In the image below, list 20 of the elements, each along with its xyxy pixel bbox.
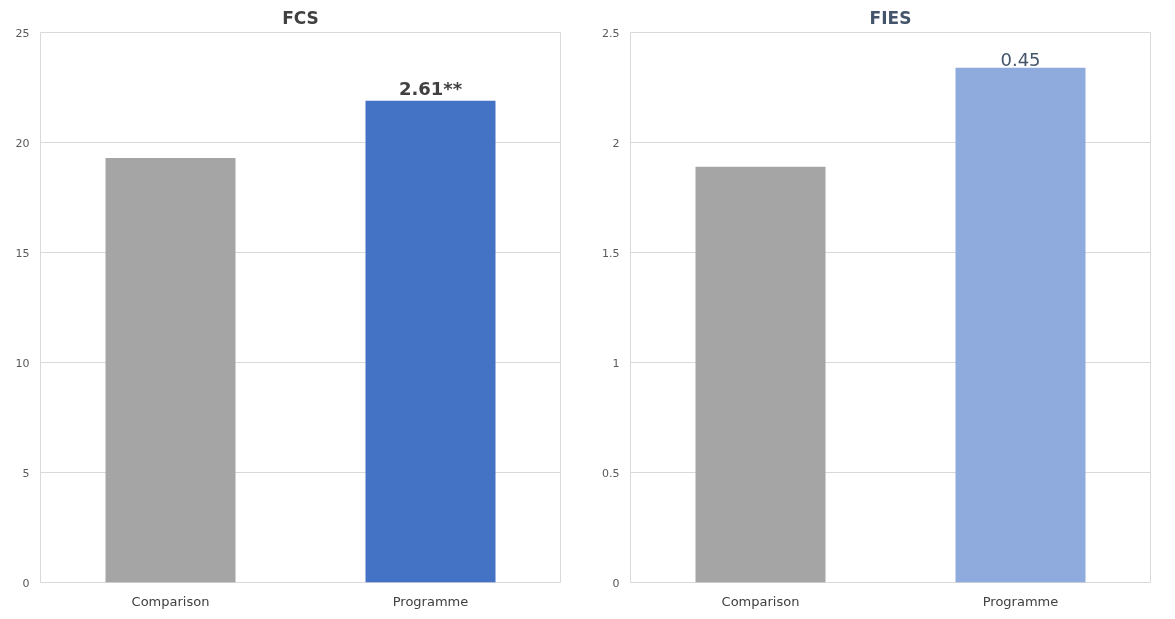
y-tick-label: 2: [612, 136, 620, 150]
y-tick-label: 10: [15, 356, 30, 370]
y-tick-label: 1.5: [602, 246, 620, 260]
y-tick-label: 0: [612, 576, 620, 590]
y-tick-label: 0.5: [602, 466, 620, 480]
y-tick-label: 1: [612, 356, 620, 370]
y-tick-label: 0: [22, 576, 30, 590]
y-tick-label: 5: [22, 466, 30, 480]
x-tick-label: Programme: [982, 593, 1059, 609]
annotation: 0.45: [1000, 48, 1041, 70]
chart-title: FCS: [282, 7, 319, 28]
y-tick-label: 15: [15, 246, 30, 260]
y-tick-label: 25: [15, 26, 30, 40]
x-tick-label: Comparison: [131, 593, 210, 609]
y-tick-label: 2.5: [602, 26, 620, 40]
annotation: 2.61**: [398, 77, 463, 99]
x-tick-label: Comparison: [721, 593, 800, 609]
y-tick-label: 20: [15, 136, 30, 150]
chart-title: FIES: [869, 7, 912, 28]
x-tick-label: Programme: [392, 593, 469, 609]
